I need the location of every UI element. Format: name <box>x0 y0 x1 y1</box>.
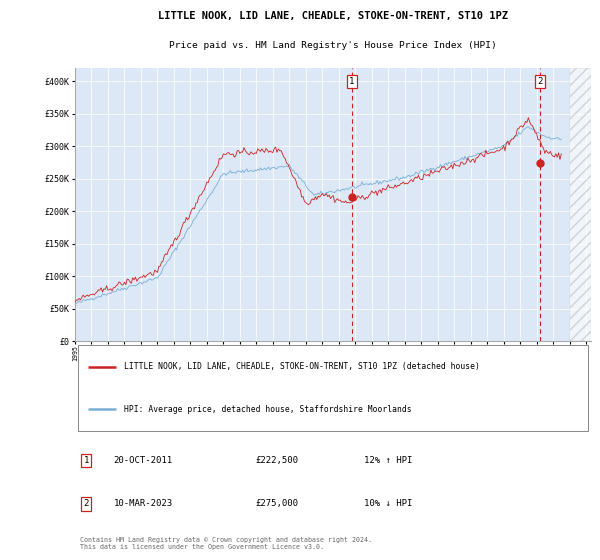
Text: 2: 2 <box>83 500 89 508</box>
Text: Contains HM Land Registry data © Crown copyright and database right 2024.
This d: Contains HM Land Registry data © Crown c… <box>80 536 372 549</box>
Text: Price paid vs. HM Land Registry's House Price Index (HPI): Price paid vs. HM Land Registry's House … <box>169 41 497 50</box>
Text: HPI: Average price, detached house, Staffordshire Moorlands: HPI: Average price, detached house, Staf… <box>124 405 412 414</box>
Text: 10% ↓ HPI: 10% ↓ HPI <box>364 500 412 508</box>
Text: 12% ↑ HPI: 12% ↑ HPI <box>364 456 412 465</box>
Bar <box>569 68 594 342</box>
Text: LITTLE NOOK, LID LANE, CHEADLE, STOKE-ON-TRENT, ST10 1PZ (detached house): LITTLE NOOK, LID LANE, CHEADLE, STOKE-ON… <box>124 362 480 371</box>
Text: 10-MAR-2023: 10-MAR-2023 <box>114 500 173 508</box>
Text: LITTLE NOOK, LID LANE, CHEADLE, STOKE-ON-TRENT, ST10 1PZ: LITTLE NOOK, LID LANE, CHEADLE, STOKE-ON… <box>158 11 508 21</box>
FancyBboxPatch shape <box>77 345 589 431</box>
Text: £275,000: £275,000 <box>256 500 299 508</box>
Text: 2: 2 <box>537 77 542 86</box>
Text: 1: 1 <box>83 456 89 465</box>
Text: £222,500: £222,500 <box>256 456 299 465</box>
Text: 20-OCT-2011: 20-OCT-2011 <box>114 456 173 465</box>
Text: 1: 1 <box>349 77 355 86</box>
